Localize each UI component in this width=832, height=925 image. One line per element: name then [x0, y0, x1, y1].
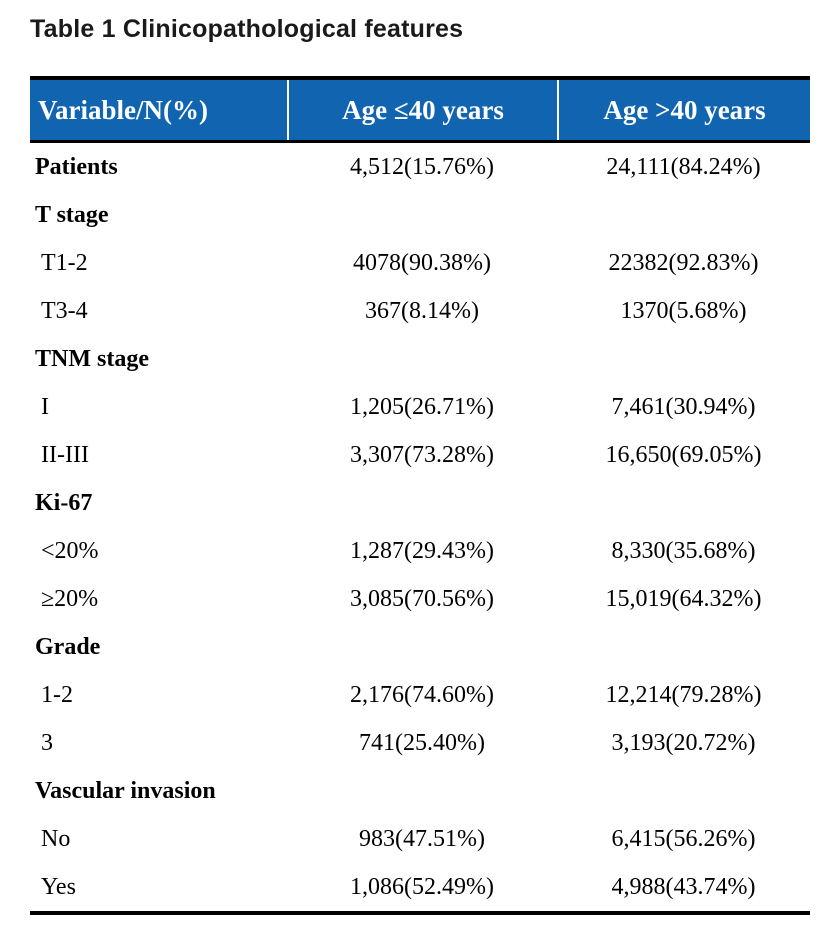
- table-row: T stage: [30, 191, 810, 239]
- row-value-age-le40: 4078(90.38%): [353, 249, 491, 276]
- table-row: No 983(47.51%) 6,415(56.26%): [30, 815, 810, 863]
- column-header-age-gt40: Age >40 years: [557, 80, 810, 140]
- row-value-age-le40: 1,287(29.43%): [350, 537, 494, 564]
- row-label: T stage: [35, 201, 109, 228]
- clinicopathological-table: Variable/N(%) Age ≤40 years Age >40 year…: [30, 76, 810, 915]
- row-label: T1-2: [41, 249, 88, 276]
- row-value-age-gt40: 6,415(56.26%): [611, 825, 756, 852]
- row-value-age-gt40: 24,111(84.24%): [606, 153, 761, 180]
- row-value-age-gt40: 8,330(35.68%): [611, 537, 756, 564]
- table-body: Patients 4,512(15.76%) 24,111(84.24%) T …: [30, 143, 810, 915]
- row-value-age-le40: 2,176(74.60%): [350, 681, 494, 708]
- row-label: No: [41, 825, 71, 852]
- table-row: ≥20% 3,085(70.56%) 15,019(64.32%): [30, 575, 810, 623]
- row-value-age-gt40: 7,461(30.94%): [611, 393, 756, 420]
- table-row: <20% 1,287(29.43%) 8,330(35.68%): [30, 527, 810, 575]
- row-label: <20%: [41, 537, 99, 564]
- row-value-age-le40: 983(47.51%): [359, 825, 485, 852]
- row-label: TNM stage: [35, 345, 149, 372]
- row-label: Grade: [35, 633, 101, 660]
- row-value-age-gt40: 16,650(69.05%): [605, 441, 762, 468]
- table-header-row: Variable/N(%) Age ≤40 years Age >40 year…: [30, 76, 810, 143]
- table-row: II-III 3,307(73.28%) 16,650(69.05%): [30, 431, 810, 479]
- row-label: Patients: [35, 153, 118, 180]
- row-value-age-le40: 4,512(15.76%): [350, 153, 494, 180]
- row-label: Yes: [41, 873, 76, 900]
- row-value-age-le40: 367(8.14%): [365, 297, 479, 324]
- row-label: 3: [41, 729, 53, 756]
- table-row: Patients 4,512(15.76%) 24,111(84.24%): [30, 143, 810, 191]
- column-header-age-le40: Age ≤40 years: [287, 80, 557, 140]
- row-label: Vascular invasion: [35, 777, 216, 804]
- table-row: Vascular invasion: [30, 767, 810, 815]
- row-label: II-III: [41, 441, 89, 468]
- table-row: 3 741(25.40%) 3,193(20.72%): [30, 719, 810, 767]
- row-value-age-le40: 1,205(26.71%): [350, 393, 494, 420]
- row-value-age-le40: 1,086(52.49%): [350, 873, 494, 900]
- row-value-age-gt40: 4,988(43.74%): [611, 873, 756, 900]
- row-label: T3-4: [41, 297, 88, 324]
- row-value-age-le40: 3,307(73.28%): [350, 441, 494, 468]
- table-row: Yes 1,086(52.49%) 4,988(43.74%): [30, 863, 810, 911]
- table-row: TNM stage: [30, 335, 810, 383]
- table-row: T3-4 367(8.14%) 1370(5.68%): [30, 287, 810, 335]
- row-value-age-gt40: 22382(92.83%): [608, 249, 759, 276]
- page-title: Table 1 Clinicopathological features: [30, 15, 464, 43]
- row-value-age-gt40: 15,019(64.32%): [605, 585, 762, 612]
- table-row: I 1,205(26.71%) 7,461(30.94%): [30, 383, 810, 431]
- row-value-age-gt40: 12,214(79.28%): [605, 681, 762, 708]
- table-row: Ki-67: [30, 479, 810, 527]
- table-row: T1-2 4078(90.38%) 22382(92.83%): [30, 239, 810, 287]
- row-value-age-le40: 741(25.40%): [359, 729, 485, 756]
- row-value-age-gt40: 3,193(20.72%): [611, 729, 756, 756]
- table-row: 1-2 2,176(74.60%) 12,214(79.28%): [30, 671, 810, 719]
- row-label: Ki-67: [35, 489, 93, 516]
- row-value-age-le40: 3,085(70.56%): [350, 585, 494, 612]
- row-label: 1-2: [41, 681, 73, 708]
- row-value-age-gt40: 1370(5.68%): [620, 297, 747, 324]
- row-label: I: [41, 393, 49, 420]
- table-row: Grade: [30, 623, 810, 671]
- column-header-variable: Variable/N(%): [38, 94, 208, 125]
- row-label: ≥20%: [41, 585, 99, 612]
